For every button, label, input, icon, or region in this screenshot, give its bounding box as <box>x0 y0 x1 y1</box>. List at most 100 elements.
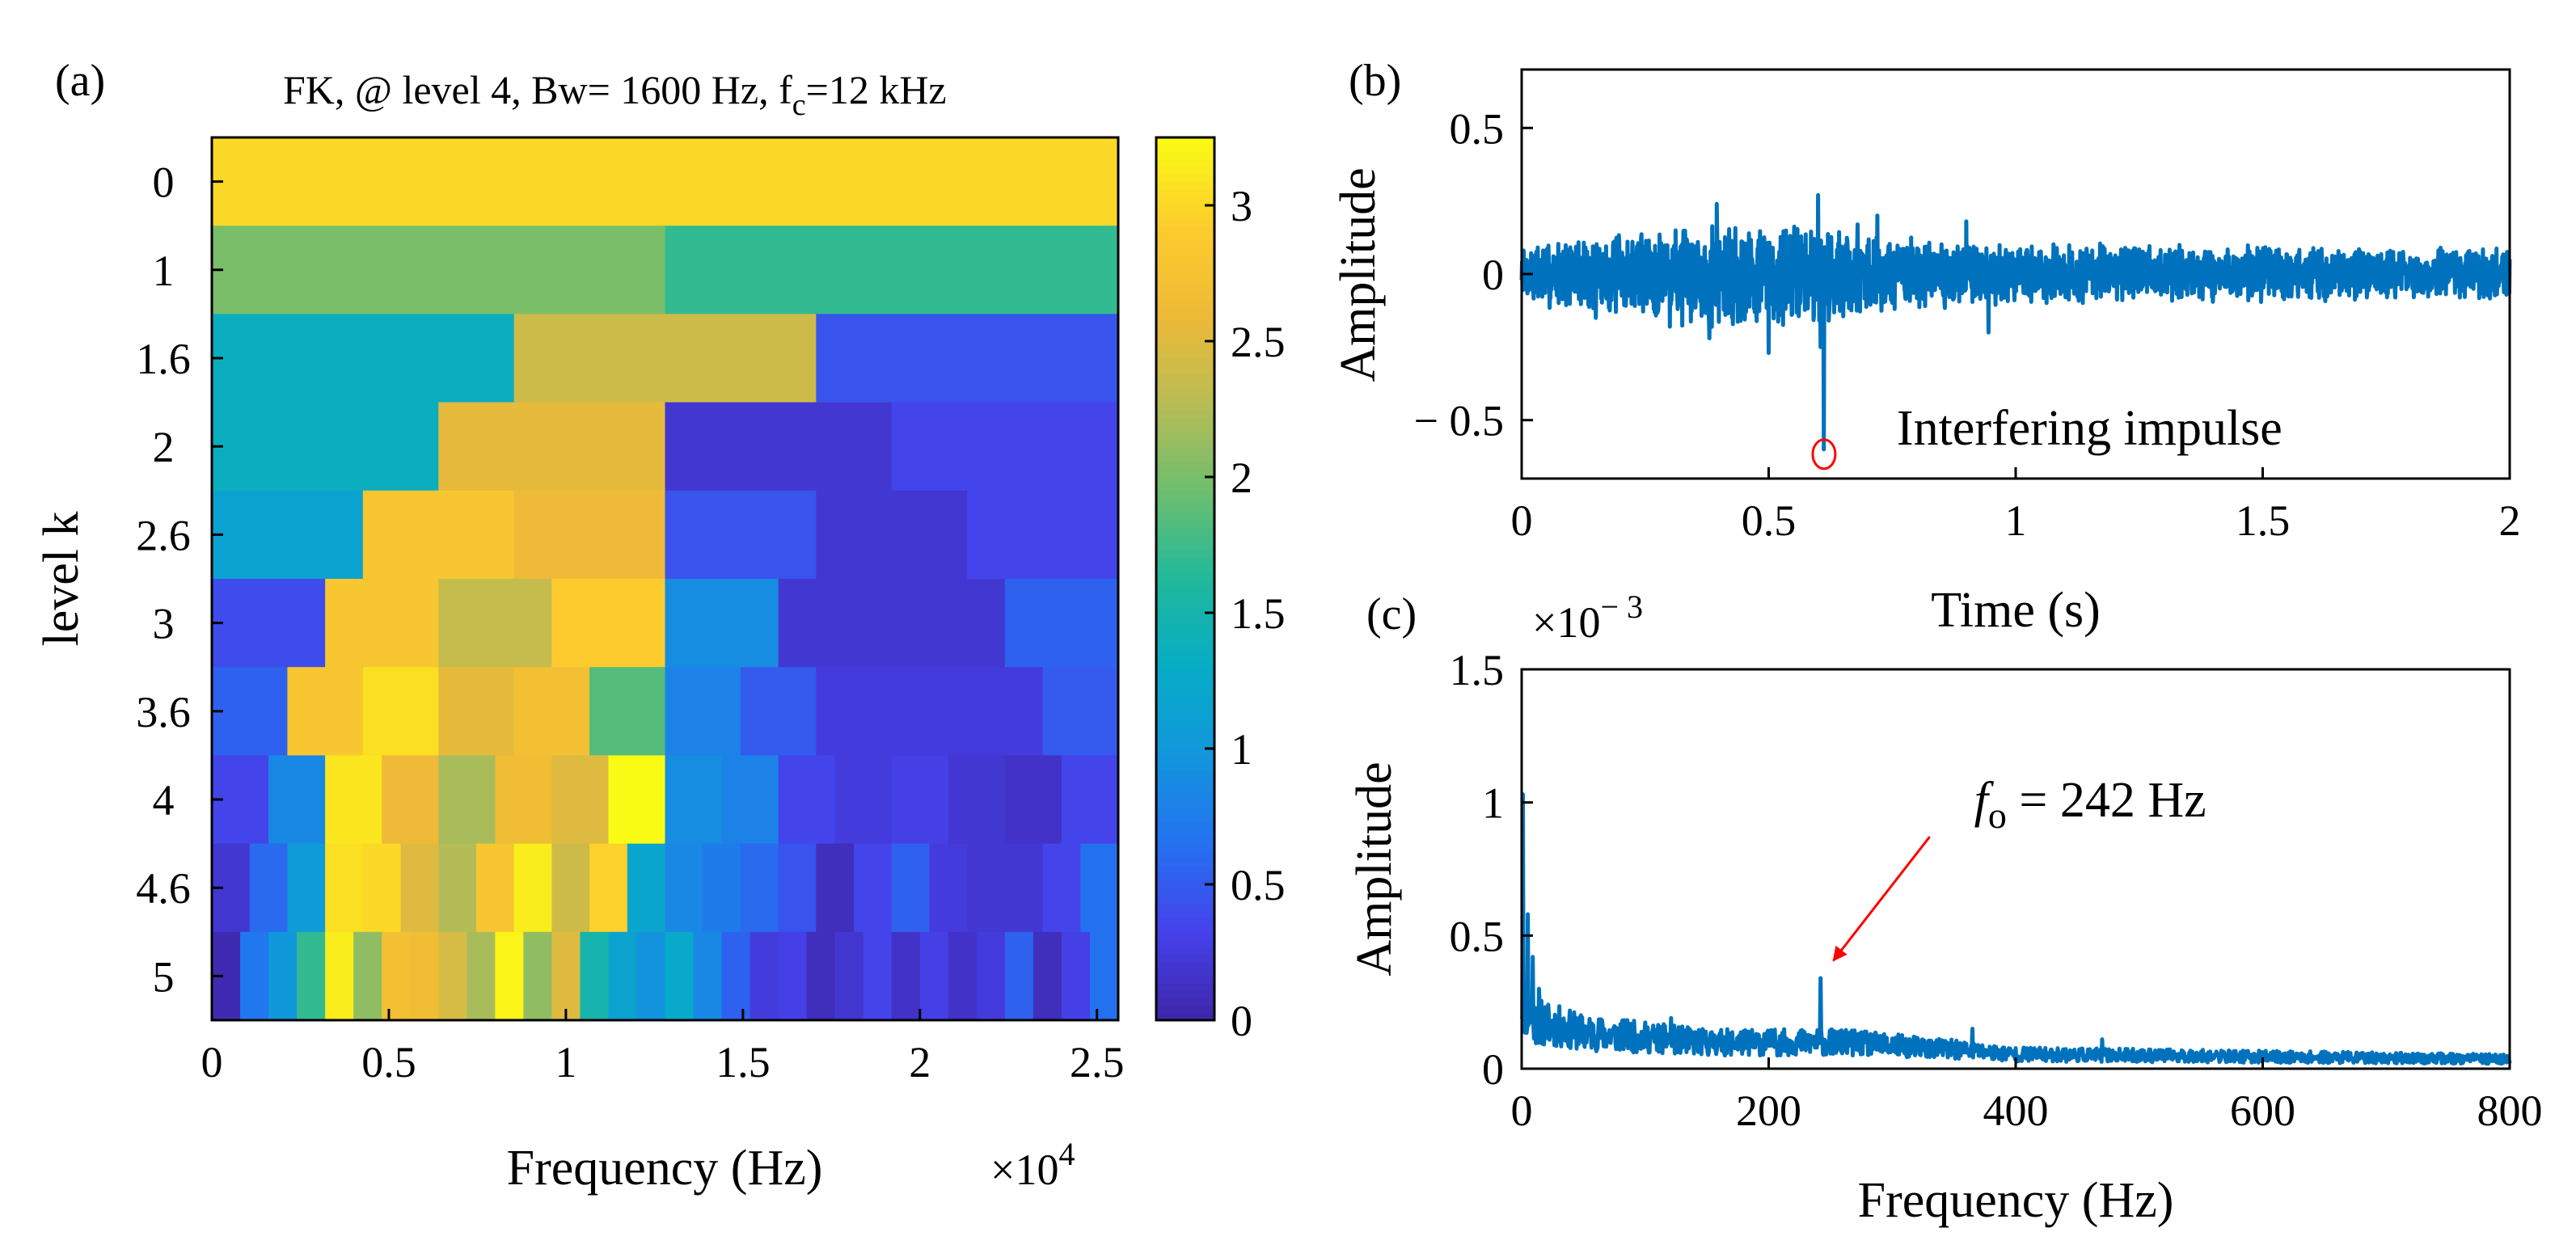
time-signal-y-label: Amplitude <box>1331 167 1386 382</box>
heatmap-cell <box>212 402 439 491</box>
colorbar-segment <box>1156 373 1214 382</box>
colorbar-ticks: 0 0.5 1 1.5 2 2.5 3 <box>1205 182 1286 1045</box>
colorbar-segment <box>1156 292 1214 300</box>
colorbar-segment <box>1156 335 1214 344</box>
time-signal-x-tick-label: 1 <box>2005 496 2027 545</box>
heatmap-cell <box>410 931 439 1021</box>
heatmap-x-multiplier-exp: 4 <box>1058 1136 1075 1172</box>
colorbar-segment <box>1156 181 1214 190</box>
heatmap-cell <box>212 667 289 756</box>
heatmap-y-tick-label: 1.6 <box>136 335 191 383</box>
colorbar-segment <box>1156 895 1214 904</box>
heatmap-x-multiplier-base: ×10 <box>990 1145 1058 1194</box>
colorbar-segment <box>1156 350 1214 359</box>
heatmap-cell <box>778 931 808 1021</box>
spectrum-x-tick-label: 800 <box>2477 1086 2543 1135</box>
heatmap-x-tick-label: 2.5 <box>1070 1038 1125 1086</box>
colorbar-segment <box>1156 439 1214 447</box>
heatmap-cell <box>778 843 817 933</box>
heatmap-cell <box>750 931 779 1021</box>
heatmap-cell <box>636 931 666 1021</box>
colorbar-tick-label: 0.5 <box>1231 861 1286 909</box>
colorbar-segment <box>1156 637 1214 646</box>
colorbar-segment <box>1156 497 1214 506</box>
colorbar-segment <box>1156 454 1214 462</box>
time-signal-x-tick-label: 0.5 <box>1742 496 1797 545</box>
colorbar-segment <box>1156 888 1214 897</box>
heatmap-cell <box>212 579 326 668</box>
time-signal-x-tick-label: 1.5 <box>2236 496 2291 545</box>
heatmap-cell <box>740 843 779 933</box>
heatmap-cell <box>287 667 364 756</box>
interfering-impulse-marker <box>1811 438 1837 470</box>
heatmap-cell <box>589 667 666 756</box>
colorbar-segment <box>1156 931 1214 940</box>
heatmap-cell <box>665 226 1119 314</box>
time-signal-x-label: Time (s) <box>1931 583 2101 638</box>
time-signal-x-ticks: 0 0.5 1 1.5 2 <box>1511 467 2521 545</box>
heatmap-x-tick-label: 0 <box>201 1038 223 1086</box>
colorbar-segment <box>1156 483 1214 491</box>
heatmap-cell <box>834 931 864 1021</box>
spectrum-x-label: Frequency (Hz) <box>1858 1173 2174 1228</box>
heatmap-cell <box>948 755 1006 845</box>
heatmap-x-label: Frequency (Hz) <box>507 1141 823 1196</box>
colorbar-segment <box>1156 924 1214 933</box>
heatmap-cell <box>495 755 552 845</box>
colorbar-segment <box>1156 534 1214 543</box>
heatmap-cell <box>665 755 723 845</box>
heatmap-cell <box>212 314 515 403</box>
heatmap-y-tick-label: 5 <box>153 952 175 1001</box>
time-signal-x-tick-label: 0 <box>1511 496 1533 545</box>
panel-b: (b) Interfering impulse − 0.5 0 0.5 0 0.5 1 1… <box>1331 56 2521 638</box>
heatmap-cell <box>467 931 496 1021</box>
colorbar-segment <box>1156 402 1214 411</box>
colorbar-segment <box>1156 188 1214 197</box>
colorbar-segment <box>1156 247 1214 256</box>
heatmap-cell <box>438 579 552 668</box>
heatmap-cell <box>513 667 590 756</box>
heatmap-cell <box>268 755 326 845</box>
colorbar-segment <box>1156 961 1214 970</box>
colorbar-tick-label: 0 <box>1231 997 1252 1045</box>
heatmap-cell <box>976 931 1006 1021</box>
colorbar-segment <box>1156 218 1214 226</box>
colorbar-segment <box>1156 593 1214 602</box>
time-signal-y-tick-label: 0 <box>1482 251 1504 299</box>
heatmap-cell <box>665 843 703 933</box>
colorbar-segment <box>1156 630 1214 639</box>
peak-annotation-subscript: o <box>1988 795 2007 836</box>
colorbar-segment <box>1156 468 1214 477</box>
colorbar-segment <box>1156 475 1214 484</box>
colorbar-segment <box>1156 343 1214 352</box>
colorbar-segment <box>1156 770 1214 778</box>
heatmap-cell <box>438 667 515 756</box>
colorbar-segment <box>1156 446 1214 455</box>
colorbar-segment <box>1156 365 1214 373</box>
spectrum-line <box>1519 792 2512 1066</box>
heatmap-y-tick-label: 3.6 <box>136 688 191 736</box>
colorbar-segment <box>1156 777 1214 786</box>
spectrum-y-ticks: 0 0.5 1 1.5 <box>1450 646 1533 1094</box>
panel-a-title: FK, @ level 4, Bw= 1600 Hz, fc=12 kHz <box>283 67 947 122</box>
colorbar-segment <box>1156 858 1214 867</box>
heatmap-x-tick-label: 1 <box>555 1038 576 1086</box>
heatmap-cell <box>1061 931 1091 1021</box>
colorbar-segment <box>1156 947 1214 955</box>
heatmap-x-tick-label: 2 <box>909 1038 931 1086</box>
colorbar-segment <box>1156 726 1214 734</box>
colorbar-segment <box>1156 262 1214 271</box>
heatmap-cell <box>1004 755 1062 845</box>
colorbar-segment <box>1156 409 1214 418</box>
colorbar-tick-label: 1.5 <box>1231 589 1286 638</box>
colorbar-segment <box>1156 394 1214 403</box>
heatmap-cell <box>325 843 364 933</box>
colorbar-segment <box>1156 998 1214 1006</box>
heatmap-cell <box>816 314 1119 403</box>
colorbar-segment <box>1156 167 1214 175</box>
colorbar-segment <box>1156 586 1214 594</box>
heatmap-cell <box>891 843 931 933</box>
heatmap-cell <box>325 579 439 668</box>
colorbar-segment <box>1156 579 1214 587</box>
